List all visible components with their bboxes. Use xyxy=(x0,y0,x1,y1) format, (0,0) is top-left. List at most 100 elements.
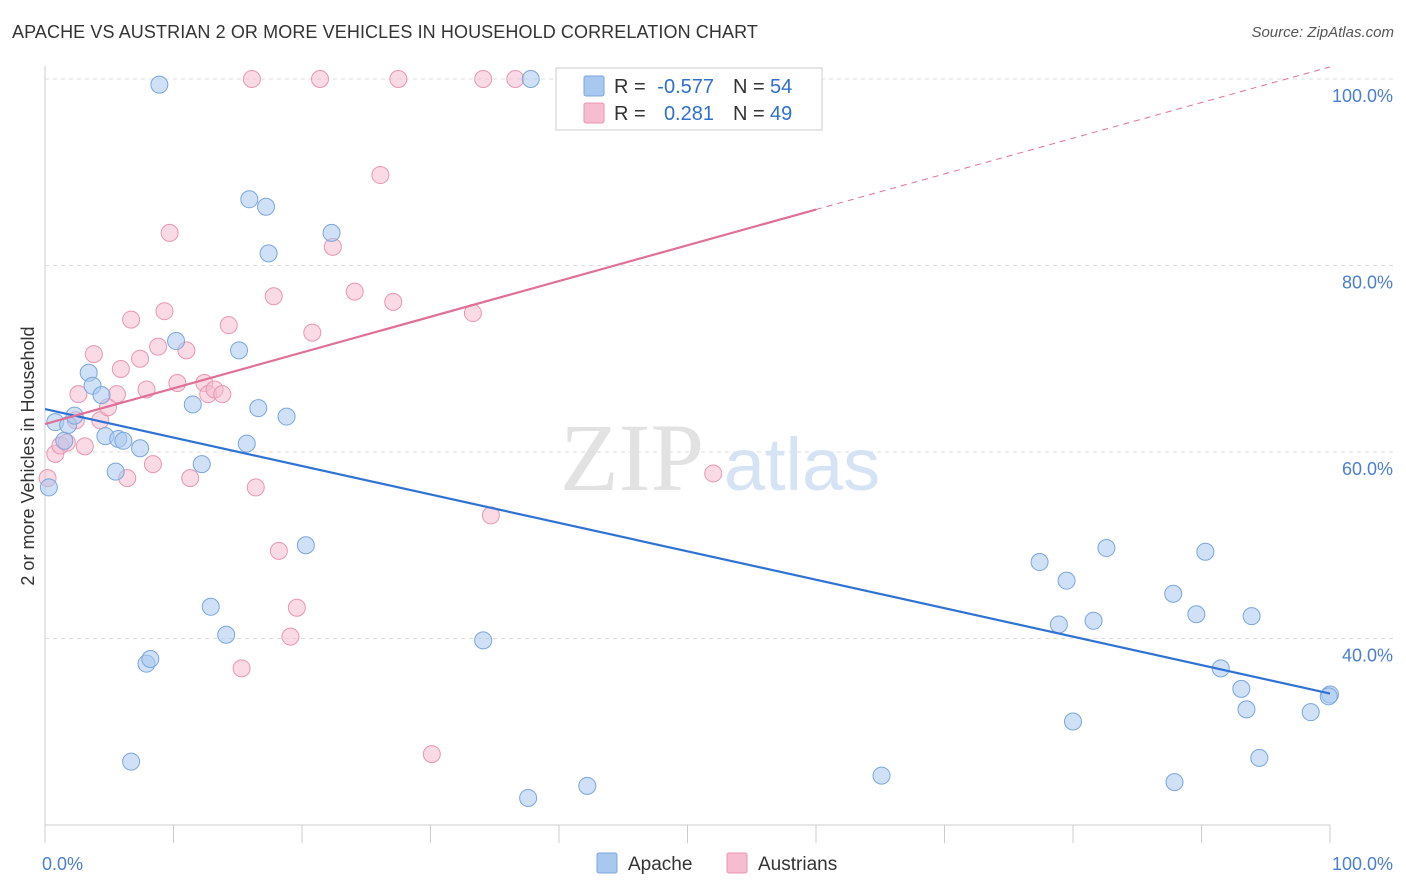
apache-point-24 xyxy=(240,190,259,209)
austrians-point-35 xyxy=(303,323,322,342)
apache-point-50 xyxy=(1250,748,1269,767)
austrians-point-33 xyxy=(281,627,300,646)
austrians-trend-line xyxy=(44,208,817,426)
apache-point-23 xyxy=(237,434,256,453)
y-tick-labels: 40.0% 60.0% 80.0% 100.0% xyxy=(1332,86,1393,666)
apache-point-40 xyxy=(1084,611,1103,630)
legend-austrians-n-label: N = xyxy=(733,103,765,125)
apache-point-18 xyxy=(183,395,202,414)
chart-title: APACHE VS AUSTRIAN 2 OR MORE VEHICLES IN… xyxy=(12,22,758,42)
legend-austrians-n-value: 49 xyxy=(770,103,792,125)
legend-austrians-r-value: 0.281 xyxy=(664,103,714,125)
watermark: ZIP atlas xyxy=(560,404,880,511)
trend-lines xyxy=(44,66,1331,695)
austrians-point-39 xyxy=(371,166,390,185)
apache-point-49 xyxy=(1242,607,1261,626)
austrians-point-27 xyxy=(219,316,238,335)
apache-point-37 xyxy=(1049,615,1068,634)
apache-point-17 xyxy=(167,332,186,351)
austrians-point-6 xyxy=(75,437,94,456)
apache-point-48 xyxy=(1237,700,1256,719)
austrians-point-22 xyxy=(181,469,200,488)
y-axis-label: 2 or more Vehicles in Household xyxy=(18,326,38,585)
apache-point-16 xyxy=(150,75,169,94)
apache-point-42 xyxy=(1164,584,1183,603)
apache-point-30 xyxy=(322,223,341,242)
y-tick-label-60: 60.0% xyxy=(1342,459,1393,479)
austrians-point-14 xyxy=(131,349,150,368)
legend-austrians-r-label: R = xyxy=(614,103,646,125)
apache-point-44 xyxy=(1187,605,1206,624)
austrians-point-44 xyxy=(474,70,493,88)
apache-point-32 xyxy=(519,788,538,807)
x-tick-label-max: 100.0% xyxy=(1332,854,1393,874)
austrians-point-7 xyxy=(84,345,103,364)
austrians-point-11 xyxy=(111,360,130,379)
apache-point-33 xyxy=(521,70,540,88)
watermark-atlas: atlas xyxy=(724,423,880,506)
legend-apache-n-value: 54 xyxy=(770,76,792,98)
austrians-point-30 xyxy=(246,478,265,497)
apache-point-39 xyxy=(1064,712,1082,731)
apache-point-28 xyxy=(277,407,296,426)
austrians-points xyxy=(38,70,723,764)
austrians-point-17 xyxy=(149,337,168,356)
apache-point-38 xyxy=(1057,571,1076,590)
apache-point-12 xyxy=(131,439,150,458)
source-credit: Source: ZipAtlas.com xyxy=(1251,24,1394,41)
austrians-point-40 xyxy=(384,292,403,311)
apache-point-36 xyxy=(1030,553,1049,572)
austrians-point-31 xyxy=(264,287,283,306)
apache-point-2 xyxy=(55,431,74,450)
apache-point-27 xyxy=(259,244,278,263)
austrians-point-42 xyxy=(422,745,441,764)
y-tick-label-40: 40.0% xyxy=(1342,646,1393,666)
apache-point-29 xyxy=(296,536,315,555)
austrians-trend-extension xyxy=(815,66,1331,211)
apache-point-15 xyxy=(122,752,141,771)
axes xyxy=(44,66,1331,843)
austrians-point-38 xyxy=(345,282,364,301)
austrians-point-29 xyxy=(242,70,261,88)
austrians-point-26 xyxy=(213,385,232,404)
austrians-point-36 xyxy=(310,70,329,88)
apache-point-31 xyxy=(474,631,493,650)
bottom-legend-austrians: Austrians xyxy=(758,854,837,875)
apache-point-22 xyxy=(230,341,249,360)
austrians-point-5 xyxy=(69,385,88,404)
apache-point-14 xyxy=(141,650,160,669)
apache-point-35 xyxy=(872,766,891,785)
apache-point-53 xyxy=(1319,687,1338,706)
austrians-point-19 xyxy=(160,223,179,242)
legend: R = -0.577 N = 54 R = 0.281 N = 49 xyxy=(555,67,823,131)
watermark-zip: ZIP xyxy=(560,404,704,511)
apache-point-11 xyxy=(114,431,133,450)
apache-point-19 xyxy=(192,455,211,474)
apache-trend-line xyxy=(44,408,1331,695)
apache-point-47 xyxy=(1232,679,1251,698)
austrians-point-34 xyxy=(287,598,306,617)
austrians-point-28 xyxy=(232,659,251,678)
legend-apache-r-label: R = xyxy=(614,76,646,98)
x-tick-labels: 0.0% 100.0% xyxy=(42,854,1393,874)
apache-point-51 xyxy=(1301,703,1320,722)
bottom-legend-apache: Apache xyxy=(628,854,692,875)
grid-lines xyxy=(45,78,1395,639)
apache-point-41 xyxy=(1097,539,1116,558)
apache-point-45 xyxy=(1196,542,1215,561)
legend-swatch-apache xyxy=(583,75,605,97)
apache-point-20 xyxy=(201,597,220,616)
x-tick-label-min: 0.0% xyxy=(42,854,83,874)
bottom-legend: Apache Austrians xyxy=(596,852,837,875)
austrians-point-13 xyxy=(122,310,141,329)
austrians-point-41 xyxy=(389,70,408,88)
bottom-legend-swatch-austrians xyxy=(726,852,748,874)
y-tick-label-100: 100.0% xyxy=(1332,86,1393,106)
austrians-point-18 xyxy=(155,302,174,321)
legend-apache-n-label: N = xyxy=(733,76,765,98)
apache-point-34 xyxy=(578,776,597,795)
apache-point-10 xyxy=(106,462,125,481)
apache-point-7 xyxy=(92,386,111,405)
austrians-point-46 xyxy=(506,70,525,88)
